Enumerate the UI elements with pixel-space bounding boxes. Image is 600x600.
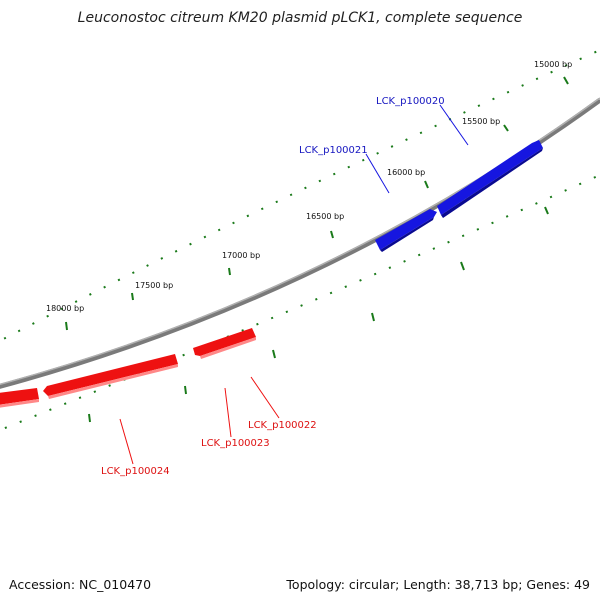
gene-label-lck-p100022[interactable]: LCK_p100022 bbox=[248, 420, 317, 431]
tick-label-16000: 16000 bp bbox=[387, 168, 425, 177]
gene-arrow-lck-p100023[interactable] bbox=[43, 354, 178, 396]
gene-arrow-lck-p100024[interactable] bbox=[0, 388, 39, 406]
plasmid-backbone bbox=[0, 97, 600, 389]
accession-text: Accession: NC_010470 bbox=[9, 577, 152, 592]
map-title: Leuconostoc citreum KM20 plasmid pLCK1, … bbox=[78, 10, 523, 26]
tick-label-17500: 17500 bp bbox=[135, 281, 173, 290]
inner-major-ticks bbox=[88, 206, 549, 423]
gene-arrow-lck-p100022[interactable] bbox=[193, 328, 256, 356]
topology-text: Topology: circular; Length: 38,713 bp; G… bbox=[286, 577, 590, 592]
gene-arrow-lck-p100023-shade bbox=[48, 364, 178, 399]
gene-label-lck-p100024[interactable]: LCK_p100024 bbox=[101, 466, 170, 477]
tick-label-18000: 18000 bp bbox=[46, 304, 84, 313]
plasmid-backbone-highlight bbox=[0, 97, 600, 386]
tick-label-15500: 15500 bp bbox=[462, 117, 500, 126]
gene-arrow-lck-p100021[interactable] bbox=[375, 209, 437, 250]
gene-label-lck-p100021[interactable]: LCK_p100021 bbox=[299, 145, 368, 156]
gene-arrow-lck-p100020[interactable] bbox=[437, 140, 543, 215]
gene-arrow-lck-p100021-shade bbox=[380, 217, 434, 252]
gene-label-lck-p100020[interactable]: LCK_p100020 bbox=[376, 96, 445, 107]
tick-label-17000: 17000 bp bbox=[222, 251, 260, 260]
gene-label-lck-p100023[interactable]: LCK_p100023 bbox=[201, 438, 270, 449]
outer-tick-ring bbox=[0, 49, 600, 342]
gene-arrow-lck-p100022-shade bbox=[200, 337, 256, 359]
gene-arrow-lck-p100024-shade bbox=[0, 399, 39, 408]
tick-label-16500: 16500 bp bbox=[306, 212, 344, 221]
outer-major-ticks bbox=[65, 76, 569, 331]
gene-label-leaders bbox=[119, 104, 469, 465]
gene-arrow-lck-p100020-shade bbox=[441, 148, 543, 218]
tick-label-15000: 15000 bp bbox=[534, 60, 572, 69]
inner-tick-ring bbox=[0, 174, 600, 432]
